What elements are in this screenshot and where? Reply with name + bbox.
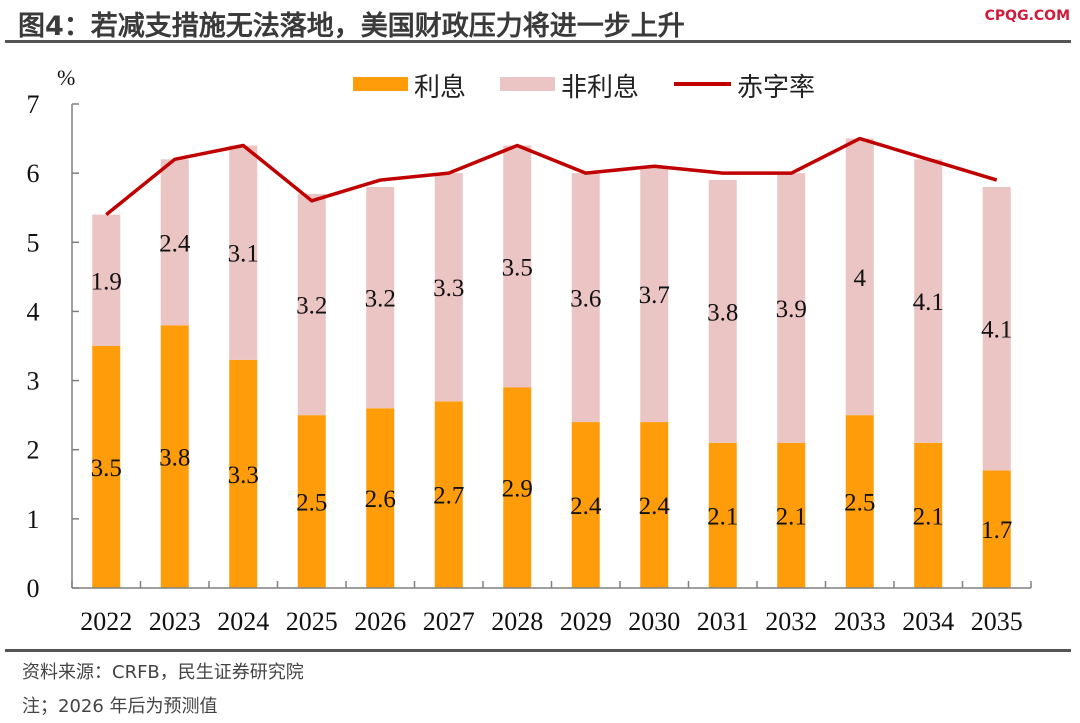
forecast-note: 注；2026 年后为预测值 (22, 696, 218, 717)
bar-interest-2031 (708, 442, 737, 588)
axes-group: 0 1 2 3 4 5 6 7 2022 2023 2024 2025 2026 2027 2028 2029… (27, 90, 1032, 636)
data-label-interest: 1.7 (981, 517, 1012, 544)
brand-watermark: CPQG.COM (984, 8, 1070, 24)
legend-label-deficit: 赤字率 (737, 73, 815, 103)
data-label-interest: 3.8 (159, 445, 190, 472)
bar-interest-2023 (160, 325, 189, 588)
bar-interest-2026 (366, 408, 395, 588)
stacked-bar-line-chart: 利息 非利息 赤字率 % 0 1 2 3 4 5 6 7 2022 2023 2024 2025 202… (27, 65, 1032, 636)
y-tick-label: 6 (27, 159, 40, 188)
data-label-non-interest: 3.7 (639, 282, 670, 309)
y-tick-label: 7 (27, 90, 40, 119)
data-label-non-interest: 4 (854, 265, 867, 292)
bar-interest-2029 (571, 422, 600, 588)
bar-non-interest-2025 (297, 193, 326, 416)
x-tick-label: 2033 (834, 607, 886, 636)
chart-title: 图4：若减支措施无法落地，美国财政压力将进一步上升 (18, 11, 685, 42)
bar-interest-2034 (914, 442, 943, 588)
bar-interest-2030 (640, 422, 669, 588)
legend-label-non-interest: 非利息 (561, 73, 639, 103)
bar-non-interest-2033 (845, 138, 874, 416)
bar-interest-2025 (297, 415, 326, 588)
bar-non-interest-2022 (92, 214, 121, 346)
x-tick-label: 2023 (149, 607, 201, 636)
bar-non-interest-2023 (160, 159, 189, 326)
bar-interest-2024 (229, 359, 258, 588)
legend-swatch-non-interest (500, 77, 555, 91)
bar-non-interest-2032 (777, 173, 806, 443)
y-tick-label: 1 (27, 505, 40, 534)
x-tick-label: 2034 (902, 607, 954, 636)
bar-non-interest-2026 (366, 186, 395, 409)
y-axis-unit-label: % (57, 65, 75, 90)
data-label-non-interest: 1.9 (91, 268, 122, 295)
data-label-interest: 3.5 (91, 455, 122, 482)
y-tick-label: 4 (27, 297, 40, 326)
bar-non-interest-2028 (503, 145, 532, 388)
legend-swatch-interest (353, 77, 408, 91)
bar-non-interest-2034 (914, 159, 943, 443)
bar-non-interest-2031 (708, 180, 737, 443)
data-label-non-interest: 3.2 (296, 293, 327, 320)
x-tick-label: 2022 (80, 607, 132, 636)
data-label-non-interest: 4.1 (981, 317, 1012, 344)
data-label-non-interest: 3.8 (707, 299, 738, 326)
x-tick-label: 2032 (765, 607, 817, 636)
bar-non-interest-2024 (229, 145, 258, 360)
y-tick-label: 5 (27, 228, 40, 257)
data-label-interest: 2.4 (570, 493, 602, 520)
footer-divider (5, 649, 1071, 652)
title-divider (5, 40, 1071, 43)
bars-group (92, 138, 1011, 588)
y-tick-label: 3 (27, 367, 40, 396)
data-label-interest: 2.6 (365, 486, 396, 513)
x-tick-label: 2024 (217, 607, 269, 636)
data-label-non-interest: 3.9 (776, 296, 807, 323)
data-label-non-interest: 3.5 (502, 254, 533, 281)
data-label-interest: 3.3 (228, 462, 259, 489)
deficit-line-group (105, 136, 998, 216)
bar-interest-2033 (845, 415, 874, 588)
x-tick-label: 2027 (423, 607, 475, 636)
data-label-interest: 2.5 (844, 490, 875, 517)
data-labels-group: 3.5 1.9 3.8 2.4 3.3 3.1 2.5 3.2 2.6 3.2 2.7 3.3 2.9 3… (91, 230, 1013, 544)
bar-non-interest-2027 (434, 173, 463, 402)
x-tick-label: 2025 (286, 607, 338, 636)
x-tick-label: 2028 (491, 607, 543, 636)
bar-interest-2028 (503, 387, 532, 588)
data-label-interest: 2.4 (639, 493, 671, 520)
bar-interest-2027 (434, 401, 463, 588)
bar-interest-2032 (777, 442, 806, 588)
data-label-non-interest: 2.4 (159, 230, 191, 257)
data-label-non-interest: 3.3 (433, 275, 464, 302)
legend: 利息 非利息 赤字率 (353, 73, 815, 103)
data-label-interest: 2.1 (776, 503, 807, 530)
data-label-interest: 2.9 (502, 476, 533, 503)
x-tick-label: 2029 (560, 607, 612, 636)
legend-label-interest: 利息 (414, 73, 466, 103)
x-tick-label: 2031 (697, 607, 749, 636)
data-label-non-interest: 3.6 (570, 286, 601, 313)
data-label-interest: 2.1 (707, 503, 738, 530)
data-label-non-interest: 4.1 (913, 289, 944, 316)
data-label-interest: 2.5 (296, 490, 327, 517)
data-label-interest: 2.1 (913, 503, 944, 530)
bar-non-interest-2035 (982, 186, 1011, 471)
x-tick-label: 2030 (628, 607, 680, 636)
y-tick-label: 0 (27, 574, 40, 603)
data-label-non-interest: 3.2 (365, 286, 396, 313)
bar-non-interest-2030 (640, 166, 669, 423)
bar-interest-2035 (982, 470, 1011, 588)
bar-interest-2022 (92, 346, 121, 588)
bar-non-interest-2029 (571, 173, 600, 423)
x-tick-label: 2035 (971, 607, 1023, 636)
y-tick-label: 2 (27, 436, 40, 465)
deficit-rate-line (105, 136, 998, 216)
data-label-interest: 2.7 (433, 483, 464, 510)
x-tick-label: 2026 (354, 607, 406, 636)
source-note: 资料来源：CRFB，民生证券研究院 (22, 662, 304, 683)
data-label-non-interest: 3.1 (228, 241, 259, 268)
